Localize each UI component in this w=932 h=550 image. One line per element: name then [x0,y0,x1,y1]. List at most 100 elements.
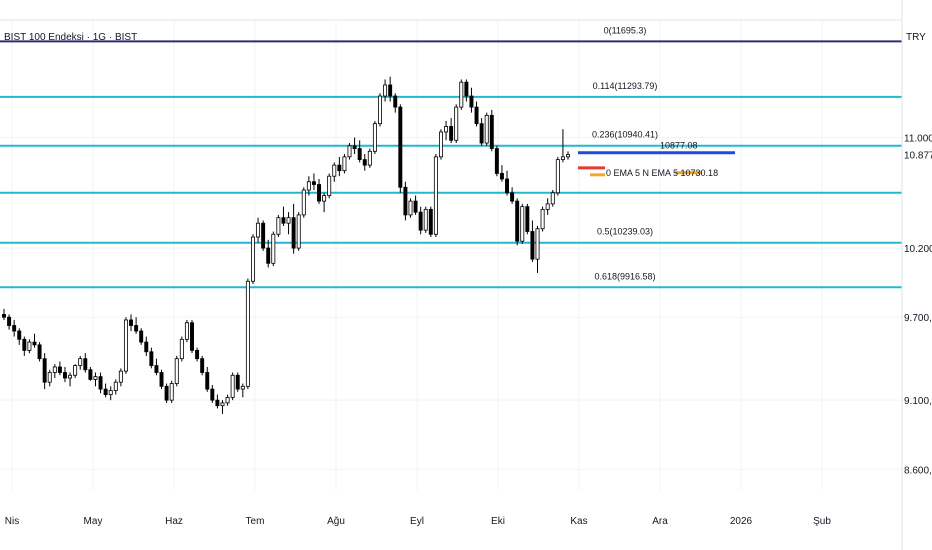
candle-body [566,154,570,158]
candle-body [144,341,149,353]
candle-body [149,351,154,366]
candle-body [225,396,230,404]
candle-body [174,358,179,384]
candle-body [32,341,37,346]
candle-24 [123,317,128,374]
candle-body [245,280,250,387]
candle-54 [276,214,281,238]
candle-55 [281,206,286,226]
candle-body [123,319,128,372]
candle-51 [261,220,266,251]
candle-body [433,156,438,235]
candle-89 [454,104,459,144]
candle-body [545,203,550,210]
candle-40 [205,366,210,392]
candle-36 [184,319,189,343]
candle-21 [108,386,113,401]
candle-body [240,385,245,390]
candle-body [129,319,134,326]
candle-101 [515,198,520,246]
candle-80 [408,198,413,218]
candle-59 [301,187,306,218]
candle-body [505,178,510,194]
candle-37 [190,319,194,354]
currency-label[interactable]: TRY [906,32,926,43]
candle-11 [57,361,62,376]
candle-110 [560,129,565,163]
candle-84 [428,206,433,238]
candle-70 [357,140,362,163]
candle-body [342,156,347,172]
candle-100 [510,187,515,204]
candle-108 [550,190,555,207]
candle-body [306,181,311,191]
candle-body [550,192,555,205]
candle-body [474,106,479,125]
candle-83 [423,206,428,233]
candle-109 [555,156,560,196]
candle-94 [479,118,484,146]
candle-74 [378,93,382,127]
candle-body [220,402,225,407]
candle-body [139,330,144,343]
grid [0,20,902,490]
candle-6 [32,333,37,348]
candle-body [62,372,67,379]
candle-33 [169,380,174,403]
candle-93 [474,101,479,127]
candle-body [118,370,123,383]
candle-68 [347,143,352,160]
candle-body [311,181,316,185]
y-tick-label-2: 9.700,00 [904,313,932,324]
candle-body [301,189,306,216]
candle-body [454,106,459,141]
candle-60 [306,176,311,196]
candle-13 [68,372,73,387]
candle-14 [73,364,78,379]
candle-15 [78,355,83,370]
candle-22 [113,379,118,395]
candle-body [510,192,515,202]
symbol-title: BIST 100 Endeksi · 1G · BIST [4,32,137,43]
candle-81 [413,195,418,215]
candle-102 [520,203,525,244]
x-tick-label-1: May [84,516,103,527]
candle-56 [286,212,291,235]
last-price-label: 10.877,08 [904,151,932,162]
candle-body [444,126,449,133]
candle-0 [2,308,6,320]
candle-body [378,95,382,125]
y-tick-label-3: 9.100,00 [904,396,932,407]
candle-body [347,145,352,158]
candle-body [190,322,194,351]
candle-body [337,164,342,172]
candle-63 [322,192,327,213]
y-tick-label-0: 11.000,00 [904,134,932,145]
candle-32 [164,383,169,403]
candle-body [266,247,271,264]
candle-body [317,184,322,202]
candle-38 [195,347,200,362]
candle-body [438,131,443,158]
candle-body [271,233,276,264]
candle-body [286,217,291,224]
candle-90 [459,79,464,110]
candle-29 [149,347,154,369]
candle-1 [7,314,12,330]
candle-body [322,195,327,202]
candle-body [7,316,12,326]
candle-19 [98,372,103,394]
x-tick-label-7: Kas [570,516,587,527]
candle-25 [129,314,134,332]
candle-46 [235,372,240,392]
fib-label-0: 0(11695.3) [604,25,647,35]
x-tick-label-6: Eki [491,516,505,527]
candle-71 [362,154,367,171]
candle-12 [62,366,67,383]
candle-104 [530,220,535,262]
candle-body [83,358,88,371]
candle-67 [342,154,347,174]
x-tick-label-4: Ağu [327,516,345,527]
